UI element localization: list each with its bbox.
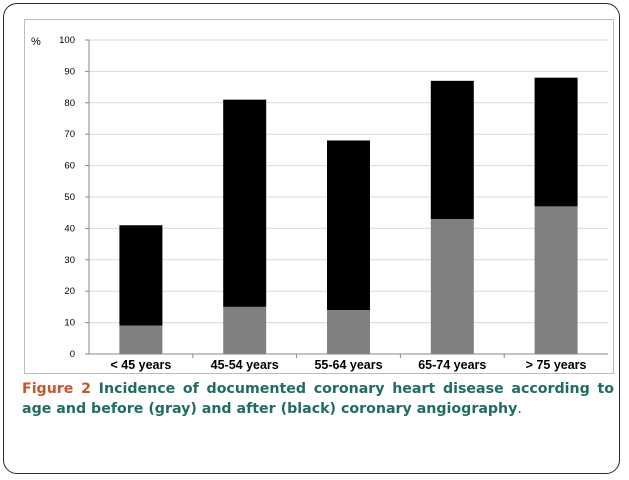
bar-after: [327, 140, 370, 311]
bar-before: [327, 310, 370, 354]
x-tick-label: 65-74 years: [418, 358, 486, 372]
bar-after: [119, 225, 163, 326]
y-tick-label: 10: [64, 318, 75, 329]
y-tick-labels: 0 10 20 30 40 50 60 70 80 90 100: [59, 35, 75, 360]
bar-before: [430, 218, 474, 354]
y-tick-label: 50: [64, 192, 75, 203]
bar-before: [119, 325, 163, 354]
y-tick-label: 40: [64, 223, 75, 234]
bar-before: [223, 306, 267, 354]
x-tick-label: < 45 years: [110, 358, 171, 372]
caption-end: .: [517, 400, 522, 417]
y-tick-label: 80: [64, 98, 75, 109]
y-tick-label: 70: [64, 129, 75, 140]
y-tick-label: 20: [64, 286, 75, 297]
bar-before: [534, 206, 578, 354]
bar-after: [223, 99, 267, 307]
chart-area: % 0 10 20 30 40 50 60 70 80 90 100 < 45 years 45-54…: [24, 19, 614, 374]
bar-chart: % 0 10 20 30 40 50 60 70 80 90 100 < 45 years 45-54…: [31, 35, 608, 372]
y-tick-label: 90: [64, 66, 75, 77]
figure-label: Figure 2: [22, 381, 91, 397]
y-tick-label: 60: [64, 161, 75, 172]
x-tick-label: 55-64 years: [314, 358, 382, 372]
figure-frame: % 0 10 20 30 40 50 60 70 80 90 100 < 45 years 45-54…: [3, 3, 620, 474]
x-tick-label: 45-54 years: [211, 358, 279, 372]
caption-text: Incidence of documented coronary heart d…: [22, 381, 614, 417]
y-tick-label: 100: [59, 35, 75, 46]
x-tick-label: > 75 years: [526, 358, 587, 372]
bars: [119, 77, 578, 358]
y-axis-unit: %: [31, 36, 41, 48]
bar-after: [534, 77, 578, 207]
bar-after: [430, 80, 474, 219]
y-tick-label: 0: [70, 349, 75, 360]
y-tick-label: 30: [64, 255, 75, 266]
x-tick-labels: < 45 years 45-54 years 55-64 years 65-74 ye…: [110, 358, 586, 372]
figure-caption: Figure 2 Incidence of documented coronar…: [22, 380, 614, 419]
